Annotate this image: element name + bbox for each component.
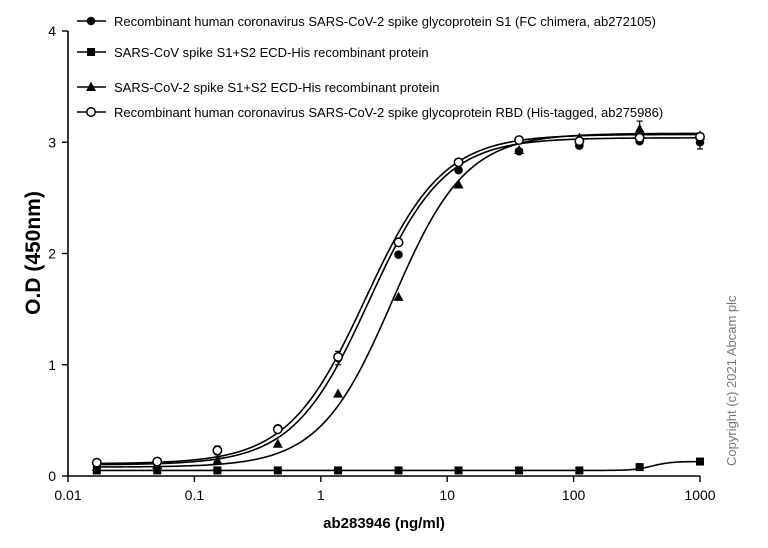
y-tick-label: 4 xyxy=(48,23,56,39)
copyright-text: Copyright (c) 2021 Abcam plc xyxy=(724,295,739,466)
legend-label: SARS-CoV spike S1+S2 ECD-His recombinant… xyxy=(114,45,429,60)
data-point-series-4 xyxy=(393,237,404,248)
legend-label: Recombinant human coronavirus SARS-CoV-2… xyxy=(114,105,663,120)
x-axis-title: ab283946 (ng/ml) xyxy=(323,515,445,532)
x-tick-label: 100 xyxy=(562,487,586,503)
data-point-series-2 xyxy=(213,466,222,475)
data-point-series-4 xyxy=(574,136,585,147)
legend-marker xyxy=(87,48,95,56)
data-point-series-3 xyxy=(393,291,404,301)
x-axis-ticks: 0.01 0.1 1 10 100 1000 xyxy=(54,476,716,503)
data-point-series-2 xyxy=(454,466,463,475)
data-point-series-4 xyxy=(634,132,645,143)
fit-curves xyxy=(96,132,701,472)
y-axis-title: O.D (450nm) xyxy=(22,191,45,315)
x-tick-label: 1000 xyxy=(684,487,715,503)
data-point-series-4 xyxy=(333,352,344,362)
legend-marker xyxy=(86,107,96,117)
data-point-series-2 xyxy=(635,463,644,472)
y-tick-label: 0 xyxy=(48,468,56,484)
data-point-series-4 xyxy=(272,424,283,435)
data-point-series-4 xyxy=(91,457,102,468)
plot-area: 0.01 0.1 1 10 100 1000 0 1 2 3 4 xyxy=(48,23,716,503)
data-point-series-3 xyxy=(333,388,344,398)
data-point-series-4 xyxy=(514,135,524,145)
data-point-series-2 xyxy=(575,466,584,475)
x-tick-label: 1 xyxy=(317,487,325,503)
legend: Recombinant human coronavirus SARS-CoV-2… xyxy=(77,14,663,120)
data-point-series-4 xyxy=(212,445,223,456)
fit-curve-series-4 xyxy=(96,133,700,465)
x-tick-label: 10 xyxy=(439,487,455,503)
data-point-series-2 xyxy=(515,466,524,475)
data-point-series-1 xyxy=(394,250,403,259)
data-point-series-4 xyxy=(453,157,464,168)
data-point-series-3 xyxy=(514,144,525,155)
data-point-series-3 xyxy=(212,455,223,465)
data-point-series-3 xyxy=(272,438,283,448)
data-point-series-4 xyxy=(152,456,163,467)
data-point-series-2 xyxy=(696,457,704,466)
data-point-series-4 xyxy=(695,131,705,142)
fit-curve-series-1 xyxy=(96,137,701,466)
legend-label: Recombinant human coronavirus SARS-CoV-2… xyxy=(114,14,656,29)
x-tick-label: 0.1 xyxy=(185,487,205,503)
y-axis-ticks: 0 1 2 3 4 xyxy=(48,23,68,484)
legend-label: SARS-CoV-2 spike S1+S2 ECD-His recombina… xyxy=(114,80,440,95)
data-point-series-2 xyxy=(153,466,162,475)
data-point-series-2 xyxy=(273,466,282,475)
y-tick-label: 2 xyxy=(48,246,56,262)
data-point-series-3 xyxy=(634,123,645,133)
data-point-series-2 xyxy=(394,466,403,475)
data-point-series-3 xyxy=(453,179,464,189)
legend-marker xyxy=(86,81,96,91)
y-tick-label: 1 xyxy=(48,357,56,373)
y-tick-label: 3 xyxy=(48,134,56,150)
data-markers xyxy=(91,123,705,475)
data-point-series-1 xyxy=(454,165,463,175)
legend-marker xyxy=(86,16,96,26)
x-tick-label: 0.01 xyxy=(54,487,81,503)
data-point-series-2 xyxy=(334,466,343,475)
